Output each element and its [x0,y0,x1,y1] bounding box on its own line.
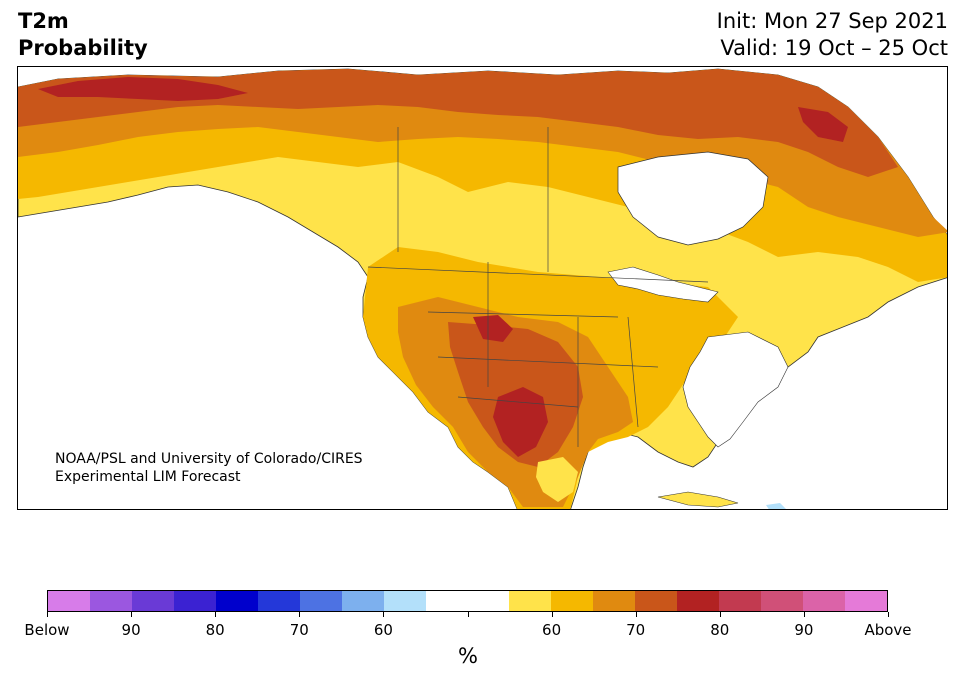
cuba [657,491,739,508]
colorbar-segment [341,591,384,611]
colorbar-segment [173,591,216,611]
band-80-90-colorado [473,315,513,342]
colorbar-tick-label: Above [864,621,912,639]
credit-text: NOAA/PSL and University of Colorado/CIRE… [55,450,363,486]
credit-line-1: NOAA/PSL and University of Colorado/CIRE… [55,451,363,467]
colorbar-tick [551,612,553,617]
colorbar-segment [383,591,426,611]
probability-colorbar [47,590,888,612]
hudson-bay [617,151,769,246]
title-quantity: Probability [18,36,148,60]
init-date: Init: Mon 27 Sep 2021 [716,9,948,33]
colorbar-tick-label: 90 [794,621,814,639]
colorbar-tick [467,612,469,617]
colorbar-segment [719,591,762,611]
band-90-southwest [493,387,548,457]
mexico-interior [536,457,578,502]
colorbar-segment [761,591,804,611]
colorbar-tick [299,612,301,617]
band-90-north [38,77,248,101]
colorbar-tick [47,612,48,617]
colorbar-segment [89,591,132,611]
title-variable: T2m [18,9,69,33]
map-canvas [18,67,947,509]
colorbar-segment [467,591,510,611]
colorbar-tick-label: 80 [710,621,730,639]
colorbar-tick-label: 70 [289,621,309,639]
band-80-90-north [18,69,898,177]
forecast-dates: Init: Mon 27 Sep 2021 Valid: 19 Oct – 25… [717,8,948,62]
colorbar-segment [425,591,468,611]
colorbar-tick [131,612,133,617]
colorbar-tick-label: 90 [121,621,141,639]
colorbar-segment [48,591,90,611]
colorbar-segment [299,591,342,611]
colorbar-tick-label: 80 [205,621,225,639]
colorbar-segment [845,591,888,611]
valid-date: Valid: 19 Oct – 25 Oct [720,36,948,60]
band-90-northeast [798,107,848,142]
colorbar-tick [635,612,637,617]
colorbar-tick [215,612,217,617]
credit-line-2: Experimental LIM Forecast [55,469,241,485]
colorbar-tick [803,612,805,617]
colorbar-tick [719,612,721,617]
colorbar-segment [551,591,594,611]
colorbar-tick-label: 60 [542,621,562,639]
colorbar-segment [215,591,258,611]
colorbar-segment [677,591,720,611]
southeast-near-normal [682,331,789,448]
colorbar-segment [257,591,300,611]
colorbar-tick-label: 60 [373,621,393,639]
colorbar-segment [803,591,846,611]
colorbar-unit: % [458,644,478,668]
great-lakes [607,266,719,303]
colorbar-tick-label: Below [24,621,70,639]
colorbar-tick [383,612,385,617]
boundaries [367,127,709,447]
colorbar-tick [888,612,889,617]
colorbar-segment [131,591,174,611]
colorbar-tick-label: 70 [626,621,646,639]
caribbean-light-blue [766,503,786,509]
colorbar-segment [593,591,636,611]
probability-map [17,66,948,510]
colorbar-segment [635,591,678,611]
colorbar-segment [509,591,552,611]
map-title: T2m Probability [18,8,148,62]
